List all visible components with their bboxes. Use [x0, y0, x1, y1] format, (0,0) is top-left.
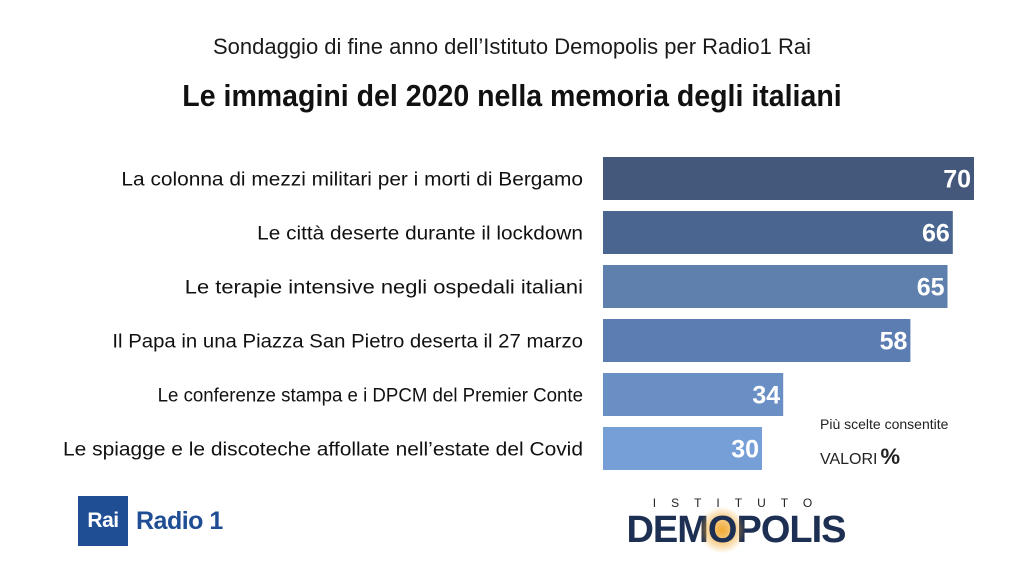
- data-label: 66: [922, 220, 950, 248]
- unit-label-text: VALORI: [820, 451, 878, 468]
- category-label: Le città deserte durante il lockdown: [257, 224, 583, 245]
- category-label: Le spiagge e le discoteche affollate nel…: [63, 440, 583, 461]
- bar: [603, 211, 953, 254]
- rai-logo-box: Rai: [78, 496, 128, 546]
- bar: [603, 427, 762, 470]
- demopolis-part-1: DEM: [626, 509, 708, 551]
- percent-symbol: %: [880, 444, 901, 469]
- data-label: 70: [943, 166, 971, 194]
- demopolis-part-2: POLIS: [736, 509, 846, 551]
- radio1-wordmark: Radio 1: [136, 506, 223, 535]
- demopolis-sun-o: O: [699, 507, 746, 553]
- multiple-choice-note: Più scelte consentite: [820, 416, 949, 432]
- category-label: Il Papa in una Piazza San Pietro deserta…: [112, 332, 583, 353]
- demopolis-wordmark: DEM OPOLIS: [600, 507, 872, 553]
- bar: [603, 157, 974, 200]
- bar: [603, 319, 911, 362]
- demopolis-logo: ISTITUTO DEM OPOLIS: [600, 496, 872, 553]
- data-label: 65: [917, 274, 945, 302]
- category-label: La colonna di mezzi militari per i morti…: [121, 170, 583, 191]
- chart-subtitle: Sondaggio di fine anno dell’Istituto Dem…: [212, 34, 812, 59]
- unit-label: VALORI%: [820, 444, 900, 470]
- demopolis-istituto-text: ISTITUTO: [652, 496, 828, 510]
- sun-glow-icon: [699, 507, 746, 553]
- rai-radio1-logo: Rai Radio 1: [78, 496, 223, 546]
- demopolis-o-letter: O: [707, 509, 738, 551]
- data-label: 58: [880, 328, 908, 356]
- category-label: Le conferenze stampa e i DPCM del Premie…: [158, 386, 583, 407]
- bar: [603, 265, 948, 308]
- chart-title: Le immagini del 2020 nella memoria degli…: [182, 78, 842, 113]
- data-label: 30: [731, 436, 759, 464]
- bar: [603, 373, 784, 416]
- category-label: Le terapie intensive negli ospedali ital…: [185, 278, 583, 299]
- data-label: 34: [752, 382, 780, 410]
